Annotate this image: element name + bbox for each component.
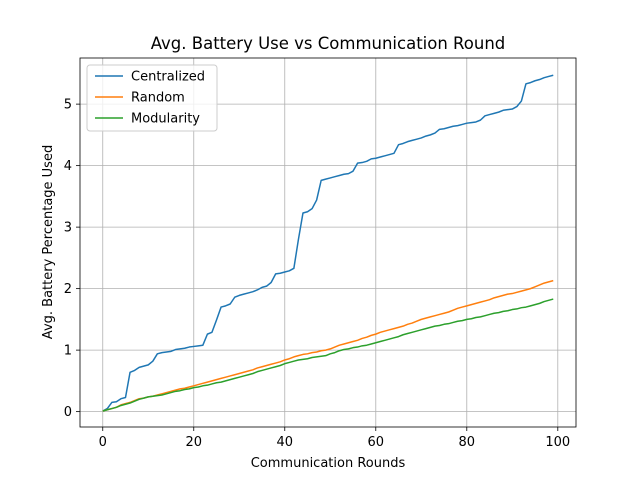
series-lines [102,74,554,412]
series-line-modularity [102,298,554,412]
y-tick-label: 5 [64,98,72,113]
y-axis-label: Avg. Battery Percentage Used [41,145,56,339]
legend-box [86,64,218,132]
x-tick-label: 40 [276,435,293,450]
x-tick-label: 60 [368,435,385,450]
grid-lines [80,58,576,427]
y-tick-label: 3 [64,221,72,236]
y-tick-label: 2 [64,282,72,297]
legend: Centralized Random Modularity [86,64,218,132]
legend-label-modularity: Modularity [131,112,200,127]
legend-label-random: Random [131,91,185,106]
x-axis-label: Communication Rounds [251,456,406,471]
plot-area [79,57,577,428]
x-tick-label: 80 [459,435,476,450]
series-line-centralized [102,74,554,412]
y-axis-ticks: 0 1 2 3 4 5 [64,98,80,420]
x-axis-ticks: 0 20 40 60 80 100 [99,427,570,450]
x-tick-label: 20 [185,435,202,450]
x-tick-label: 0 [99,435,107,450]
axes-frame [79,57,577,428]
series-line-random [102,279,554,412]
y-tick-label: 0 [64,405,72,420]
chart-title: Avg. Battery Use vs Communication Round [151,34,506,53]
y-tick-label: 4 [64,159,72,174]
x-tick-label: 100 [545,435,570,450]
legend-label-centralized: Centralized [131,70,205,85]
y-tick-label: 1 [64,344,72,359]
